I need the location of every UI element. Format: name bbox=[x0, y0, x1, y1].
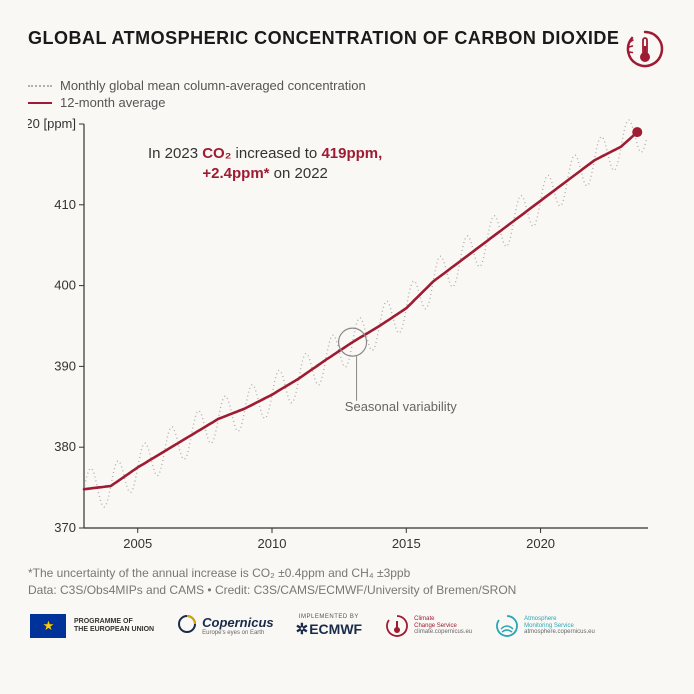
legend-label-avg: 12-month average bbox=[60, 95, 166, 110]
svg-text:2020: 2020 bbox=[526, 536, 555, 551]
legend-swatch-avg bbox=[28, 102, 52, 104]
eu-logo: ★ PROGRAMME OF THE EUROPEAN UNION bbox=[30, 614, 154, 638]
thermometer-icon bbox=[624, 28, 666, 70]
legend: Monthly global mean column-averaged conc… bbox=[28, 78, 666, 110]
chart-annotation: In 2023 CO₂ increased to 419ppm, +2.4ppm… bbox=[148, 144, 382, 185]
ams-icon bbox=[494, 613, 520, 639]
svg-text:410: 410 bbox=[54, 197, 76, 212]
ccs-icon bbox=[384, 613, 410, 639]
svg-text:380: 380 bbox=[54, 439, 76, 454]
ecmwf-icon: ✲ bbox=[296, 620, 307, 638]
svg-text:370: 370 bbox=[54, 520, 76, 535]
svg-text:400: 400 bbox=[54, 278, 76, 293]
legend-swatch-monthly bbox=[28, 85, 52, 87]
logo-bar: ★ PROGRAMME OF THE EUROPEAN UNION Copern… bbox=[28, 613, 666, 640]
svg-text:2005: 2005 bbox=[123, 536, 152, 551]
legend-label-monthly: Monthly global mean column-averaged conc… bbox=[60, 78, 366, 93]
ecmwf-logo: IMPLEMENTED BY ✲ECMWF bbox=[296, 614, 362, 638]
copernicus-logo: Copernicus Europe's eyes on Earth bbox=[176, 613, 274, 640]
footnote: *The uncertainty of the annual increase … bbox=[28, 565, 666, 599]
svg-text:2015: 2015 bbox=[392, 536, 421, 551]
eu-flag-icon: ★ bbox=[30, 614, 66, 638]
svg-text:390: 390 bbox=[54, 358, 76, 373]
atmosphere-monitoring-service-logo: Atmosphere Monitoring Service atmosphere… bbox=[494, 613, 595, 639]
svg-text:420 [ppm]: 420 [ppm] bbox=[28, 116, 76, 131]
page-title: GLOBAL ATMOSPHERIC CONCENTRATION OF CARB… bbox=[28, 28, 619, 49]
svg-text:2010: 2010 bbox=[258, 536, 287, 551]
copernicus-icon bbox=[176, 613, 198, 640]
climate-change-service-logo: Climate Change Service climate.copernicu… bbox=[384, 613, 472, 639]
